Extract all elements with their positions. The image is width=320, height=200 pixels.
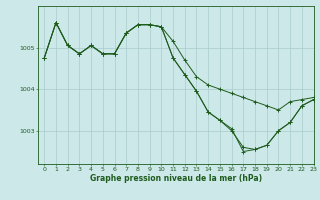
X-axis label: Graphe pression niveau de la mer (hPa): Graphe pression niveau de la mer (hPa) xyxy=(90,174,262,183)
